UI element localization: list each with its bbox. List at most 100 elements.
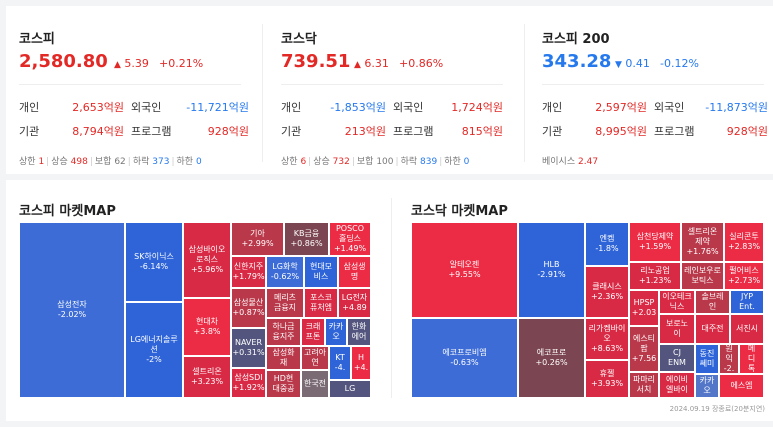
kospi-map-cell[interactable]: 고려아 연 bbox=[301, 346, 329, 370]
kospi-map-cell[interactable]: 포스코 퓨처엠 bbox=[304, 288, 338, 318]
kospi200-title[interactable]: 코스피 200 bbox=[542, 32, 610, 47]
kosdaq-map-cell[interactable]: 서진시 bbox=[730, 314, 764, 344]
kosdaq-map-cell[interactable]: CJ ENM bbox=[659, 344, 695, 372]
kosdaq-map-cell[interactable]: 삼천당제약 +1.59% bbox=[629, 222, 681, 262]
kospi-map-cell[interactable]: 현대차 +3.8% bbox=[183, 298, 231, 356]
kosdaq-map-cell-name: 레인보우로 bbox=[684, 266, 721, 275]
kosdaq-map-cell[interactable]: 에코프로 +0.26% bbox=[518, 318, 585, 398]
kospi-map-cell-name: 고려아 bbox=[303, 348, 327, 357]
kospi-map-cell[interactable]: 삼성생 명 bbox=[338, 256, 371, 288]
kospi-map-cell[interactable]: 삼성물산 +0.87% bbox=[231, 288, 266, 328]
kosdaq-map-cell[interactable]: 클래시스 +2.36% bbox=[585, 266, 629, 318]
kospi200-program-label: 프로그램 bbox=[654, 125, 695, 138]
kospi-map-cell[interactable]: H +4. bbox=[351, 346, 371, 380]
kosdaq-map-cell-change: 톡 bbox=[747, 364, 756, 373]
kospi-map-cell-name: 에어 bbox=[351, 332, 367, 341]
kospi-map-cell[interactable]: 신한지주 +1.79% bbox=[231, 256, 266, 288]
kosdaq-map-cell-name: 익 bbox=[725, 354, 733, 363]
kosdaq-map-cell[interactable]: 동진 쎄미 bbox=[695, 344, 719, 374]
kosdaq-map-cell[interactable]: 알테오젠 +9.55% bbox=[411, 222, 518, 318]
kosdaq-map-cell[interactable]: 대주전 bbox=[695, 314, 730, 344]
kosdaq-map-cell[interactable]: 솔브레 인 bbox=[695, 290, 730, 314]
kospi-map-cell[interactable]: 한화 에어 bbox=[347, 318, 371, 346]
kospi-map-cell[interactable]: 삼성화 재 bbox=[266, 346, 301, 370]
kospi-map-cell[interactable]: POSCO 홀딩스 +1.49% bbox=[329, 222, 371, 256]
kospi-map-cell[interactable]: HD현 대중공 bbox=[266, 370, 301, 398]
kospi-map-cell[interactable]: LG화학 -0.62% bbox=[266, 256, 304, 288]
kospi-map-cell-change: +0.87% bbox=[232, 308, 265, 317]
kosdaq-map-cell[interactable]: 셀트리온 제약 +1.76% bbox=[681, 222, 724, 262]
kosdaq-map-cell[interactable]: 파마리 서치 bbox=[629, 372, 659, 398]
kosdaq-map-cell-change: +1.23% bbox=[638, 276, 672, 285]
kospi-map-cell[interactable]: 크래 프톤 bbox=[301, 318, 325, 346]
kosdaq-map-cell[interactable]: 리노공업 +1.23% bbox=[629, 262, 681, 290]
kospi-map-cell[interactable]: 삼성SDI +1.92% bbox=[231, 368, 266, 398]
kosdaq-foreign-value: 1,724억원 bbox=[451, 101, 503, 114]
kosdaq-map-cell-change: -0.63% bbox=[450, 358, 479, 367]
kospi-map-title[interactable]: 코스피 마켓MAP bbox=[19, 204, 116, 219]
kosdaq-map-cell[interactable]: HLB -2.91% bbox=[518, 222, 585, 318]
kospi-map-cell[interactable]: 셀트리온 +3.23% bbox=[183, 356, 231, 398]
kospi-map-cell[interactable]: 한국전 bbox=[301, 370, 329, 398]
kospi-map-cell[interactable]: KT -4. bbox=[329, 346, 351, 380]
kospi-map-cell-change: +4. bbox=[353, 363, 369, 372]
kosdaq-map-cell[interactable]: 에스엠 bbox=[719, 374, 764, 398]
kospi-map-cell-name: 삼성물산 bbox=[233, 298, 264, 307]
kospi200-institution-label: 기관 bbox=[542, 125, 563, 138]
divider bbox=[19, 84, 241, 85]
kospi-map-cell[interactable]: 카카 오 bbox=[325, 318, 347, 346]
kosdaq-map-cell[interactable]: 에코프로비엠 -0.63% bbox=[411, 318, 518, 398]
kosdaq-breadth-stats: 상한 6 | 상승 732 | 보합 100 | 하락 839 | 하한 0 bbox=[281, 157, 470, 167]
kospi-map-cell[interactable]: SK하이닉스 -6.14% bbox=[125, 222, 183, 302]
kosdaq-map-cell-name: 파마리 bbox=[632, 375, 656, 384]
divider bbox=[281, 84, 503, 85]
kosdaq-map-cell[interactable]: 레인보우로 보틱스 bbox=[681, 262, 724, 290]
kospi-map-cell-name: 삼성SDI bbox=[234, 373, 263, 382]
kosdaq-map-cell[interactable]: 이오테크 닉스 bbox=[659, 290, 695, 314]
kosdaq-map-cell[interactable]: 리가켐바이 오 +8.63% bbox=[585, 318, 629, 360]
kosdaq-map-cell[interactable]: 에스티 팜 +7.56 bbox=[629, 326, 659, 372]
kosdaq-map-cell[interactable]: 휴젤 +3.93% bbox=[585, 360, 629, 398]
kospi200-program-value: 928억원 bbox=[726, 125, 768, 138]
kosdaq-summary[interactable]: 코스닥 739.51 ▲ 6.31 +0.86% 개인 -1,853억원 외국인… bbox=[281, 6, 521, 174]
kosdaq-title[interactable]: 코스닥 bbox=[281, 32, 317, 47]
kosdaq-map-cell[interactable]: 실리콘투 +2.83% bbox=[724, 222, 764, 262]
kosdaq-map-cell[interactable]: HPSP +2.03 bbox=[629, 290, 659, 326]
kospi-map-cell-name: 하나금 bbox=[272, 322, 295, 331]
kospi-map-cell-change: -6.14% bbox=[139, 262, 169, 271]
kospi-map-cell-name: 크래 bbox=[305, 322, 321, 331]
kosdaq-map-cell[interactable]: 보로노 이 bbox=[659, 314, 695, 344]
kospi-map-cell[interactable]: 기아 +2.99% bbox=[231, 222, 284, 256]
kospi-map-cell[interactable]: 메리츠 금융지 bbox=[266, 288, 304, 318]
kosdaq-map-cell[interactable]: 엔켐 -1.8% bbox=[585, 222, 629, 266]
kosdaq-map-cell-name: 엔켐 bbox=[599, 234, 615, 243]
kospi-institution-label: 기관 bbox=[19, 125, 40, 138]
kospi-map-cell-name: 프톤 bbox=[305, 332, 321, 341]
timestamp: 2024.09.19 장종료(20분지연) bbox=[669, 405, 765, 413]
kosdaq-map-cell[interactable]: 펄어비스 +2.73% bbox=[724, 262, 764, 290]
kospi200-foreign-value: -11,873억원 bbox=[705, 101, 768, 114]
kosdaq-map-cell[interactable]: JYP Ent. bbox=[730, 290, 764, 314]
kospi-map-cell-name: 대중공 bbox=[272, 384, 295, 393]
kospi-map-cell[interactable]: NAVER +0.31% bbox=[231, 328, 266, 368]
kosdaq-map-cell-change: +3.93% bbox=[590, 379, 624, 388]
kospi-map-cell[interactable]: 현대모 비스 bbox=[304, 256, 338, 288]
kospi-map-cell[interactable]: KB금융 +0.86% bbox=[284, 222, 329, 256]
kospi200-individual-label: 개인 bbox=[542, 101, 563, 114]
kospi-map-cell[interactable]: LG bbox=[329, 380, 371, 398]
kosdaq-map-cell[interactable]: 에이비 엘바이 bbox=[659, 372, 695, 398]
kosdaq-map-cell-name: 제약 bbox=[695, 237, 710, 246]
kospi-title[interactable]: 코스피 bbox=[19, 32, 55, 47]
kosdaq-map-cell[interactable]: 원 익 -2. bbox=[719, 344, 739, 374]
kospi200-summary[interactable]: 코스피 200 343.28 ▼ 0.41 -0.12% 개인 2,597억원 … bbox=[542, 6, 773, 174]
kospi-map-cell[interactable]: 삼성전자 -2.02% bbox=[19, 222, 125, 398]
kosdaq-map-cell-name: 클래시스 bbox=[592, 282, 622, 291]
kospi-map-cell[interactable]: LG에너지솔루 션 -2% bbox=[125, 302, 183, 398]
kospi-summary[interactable]: 코스피 2,580.80 ▲ 5.39 +0.21% 개인 2,653억원 외국… bbox=[19, 6, 259, 174]
kosdaq-map-cell[interactable]: 카카 오 bbox=[695, 374, 719, 398]
kosdaq-map-title[interactable]: 코스닥 마켓MAP bbox=[411, 204, 508, 219]
kospi-map-cell[interactable]: 삼성바이오 로직스 +5.96% bbox=[183, 222, 231, 298]
kospi-map-cell[interactable]: LG전자 +4.89 bbox=[338, 288, 371, 318]
kospi-map-cell[interactable]: 하나금 융지주 bbox=[266, 318, 301, 346]
